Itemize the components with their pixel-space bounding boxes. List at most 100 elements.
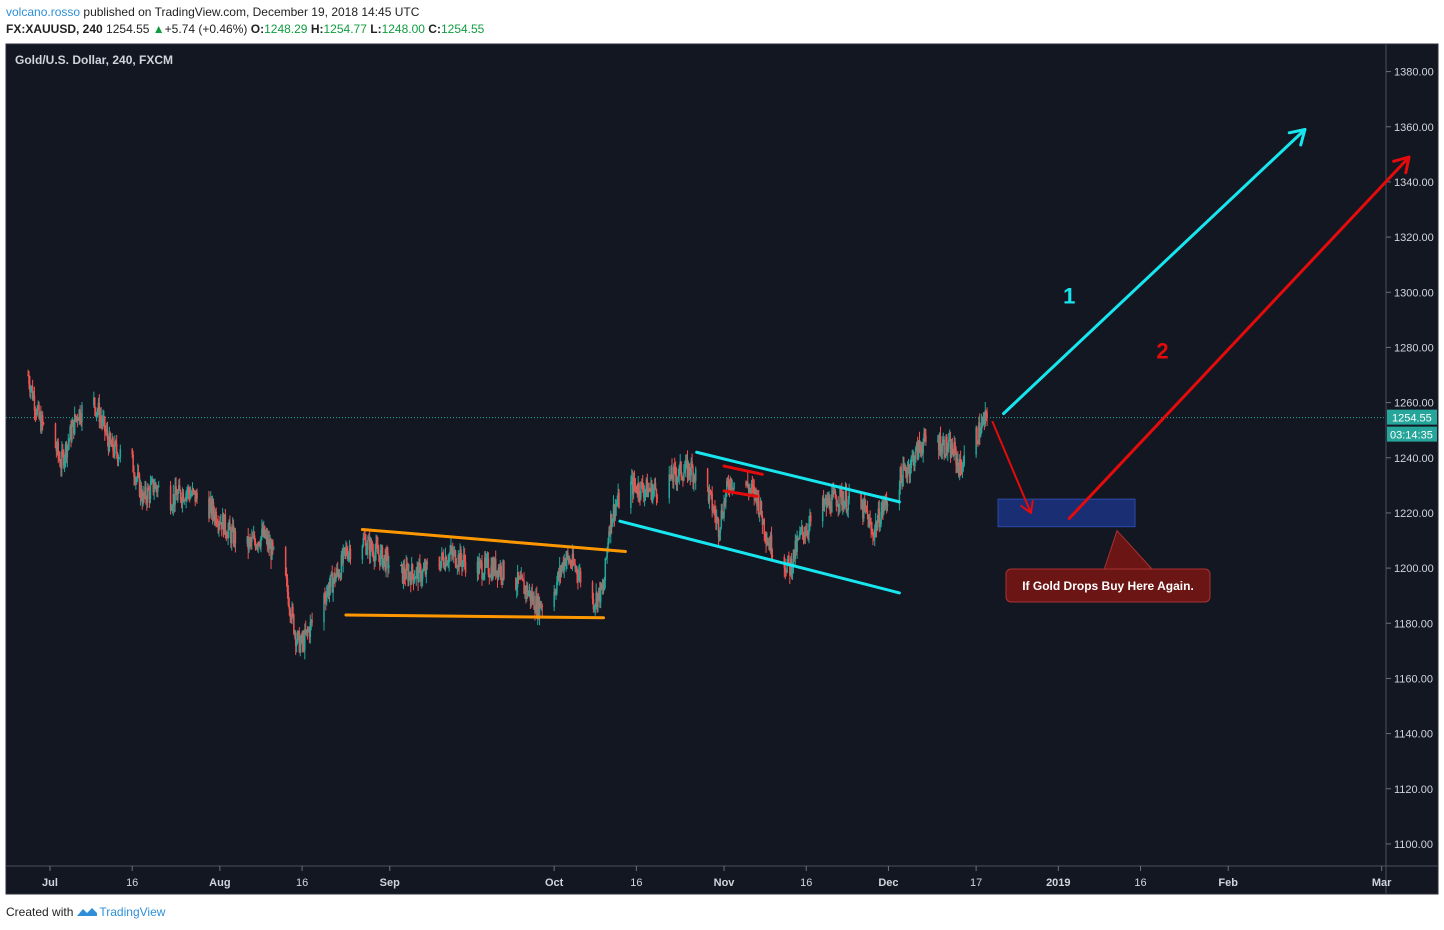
candle-body [606,548,608,558]
candle-body [104,431,107,433]
candle-body [185,493,187,501]
candle-body [727,482,730,489]
candle-body [576,567,578,575]
candle-body [482,578,484,580]
candle-body [147,488,150,490]
candle-body [652,488,655,492]
candle-body [94,407,97,416]
candle-body [566,552,568,560]
time-tick-label: 16 [630,877,642,889]
candle-body [843,501,846,510]
candle-body [639,495,641,498]
candle-body [175,485,177,495]
time-tick-label: Dec [878,877,898,889]
candle-body [903,464,905,469]
candle-body [369,540,372,556]
candle-body [260,536,262,547]
candle-body [346,547,348,555]
candle-body [751,483,754,486]
candle-body [267,539,270,547]
candle-body [186,491,188,494]
candle-body [764,533,766,538]
candle-body [846,510,849,512]
candle-body [412,574,415,583]
candle-body [847,499,850,511]
candle-body [381,546,384,568]
candle-body [305,629,308,634]
candle-body [328,587,331,596]
candle-body [945,436,947,457]
candle-body [878,508,881,528]
candle-body [674,467,677,476]
candle-body [64,444,67,459]
candle-body [958,465,960,476]
candle-body [883,505,885,512]
candle-body [417,566,419,583]
tradingview-link[interactable]: TradingView [99,905,166,919]
candle-body [95,412,98,416]
candle-body [668,474,670,499]
candle-body [133,472,135,478]
candle-body [842,499,844,506]
candle-body [257,542,259,547]
candle-body [132,454,134,473]
candle-body [137,472,140,475]
candle-body [68,439,70,443]
candle-body [224,514,227,533]
candle-body [747,487,750,493]
candle-body [829,497,831,511]
candle-body [284,547,287,576]
candle-body [949,438,952,458]
time-axis[interactable]: Jul 16 Aug 16 Sep Oct 16 Nov 16 Dec 17 2019 16 Feb Mar [42,866,1392,889]
candle-body [523,581,525,595]
candle-body [460,549,462,561]
candle-body [449,552,451,555]
candle-body [265,534,268,536]
price-tick-label: 1360.00 [1394,122,1434,134]
price-axis[interactable]: 1100.00 1120.00 1140.00 1160.00 1180.00 1200.… [6,67,1437,851]
candle-body [799,531,801,539]
candle-body [613,504,616,518]
candle-body [980,422,983,433]
candle-body [568,561,571,563]
candle-body [419,562,421,566]
candle-body [366,549,368,555]
candle-body [838,503,840,508]
candle-body [72,420,74,427]
candle-body [420,565,422,582]
candle-body [963,454,965,466]
candle-body [617,492,619,504]
candle-body [408,572,410,582]
author-link[interactable]: volcano.rosso [6,5,81,19]
candle-body [60,466,62,469]
candle-body [839,487,841,504]
candle-body [557,572,559,582]
candle-body [796,539,798,553]
candle-body [230,529,232,544]
candle-body [178,485,181,491]
candle-body [62,450,64,453]
candle-body [599,587,601,603]
candle-body [865,505,868,511]
candle-body [77,419,80,422]
candle-body [34,410,37,413]
candle-body [758,512,761,515]
candle-body [554,592,556,594]
candle-body [403,567,406,577]
candle-body [728,488,731,490]
candle-body [792,549,795,567]
candle-body [517,572,520,580]
candle-body [169,485,172,511]
candle-body [251,537,253,543]
candle-body [35,412,38,415]
candle-body [331,572,333,593]
candle-body [594,604,597,607]
candle-body [273,547,275,549]
change-arrow-icon: ▲ [152,22,165,36]
candle-body [612,504,615,520]
candle-body [720,510,723,528]
candle-body [769,535,772,551]
candle-body [253,535,256,542]
plot-area[interactable] [6,44,1386,866]
